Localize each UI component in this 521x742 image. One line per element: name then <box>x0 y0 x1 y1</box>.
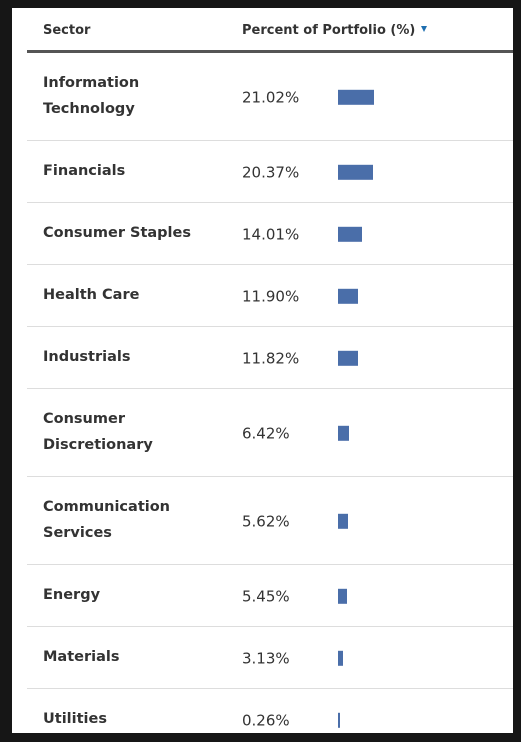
value-label: 6.42% <box>242 423 290 442</box>
sector-header[interactable]: Sector <box>43 23 91 38</box>
bar <box>338 650 344 666</box>
bar <box>338 89 375 105</box>
bar <box>338 712 340 728</box>
bar <box>338 288 359 304</box>
table-row: Financials 20.37% <box>27 141 513 203</box>
value-label: 5.62% <box>242 511 290 530</box>
value-label: 11.82% <box>242 348 300 367</box>
bar <box>338 513 348 529</box>
value-label: 0.26% <box>242 710 290 729</box>
bar <box>338 164 374 180</box>
bar <box>338 350 359 366</box>
rows: Information Technology 21.02% Financials 20… <box>12 53 513 733</box>
table-row: Utilities 0.26% <box>27 689 513 733</box>
sector-name: Utilities <box>43 711 107 727</box>
sector-name: Consumer Discretionary <box>43 411 153 453</box>
value-label: 3.13% <box>242 648 290 667</box>
table-row: Industrials 11.82% <box>27 327 513 389</box>
table-row: Communication Services 5.62% <box>27 477 513 565</box>
sector-name: Health Care <box>43 287 140 303</box>
sector-name: Materials <box>43 649 120 665</box>
table-row: Consumer Discretionary 6.42% <box>27 389 513 477</box>
value-label: 11.90% <box>242 286 300 305</box>
sector-name: Information Technology <box>43 75 140 117</box>
sector-name: Financials <box>43 163 126 179</box>
sort-arrow <box>421 26 427 32</box>
value-label: 20.37% <box>242 162 300 181</box>
sector-name: Industrials <box>43 349 131 365</box>
bar <box>338 588 348 604</box>
sector-name: Consumer Staples <box>43 225 191 241</box>
value-label: 21.02% <box>242 87 300 106</box>
sector-name: Communication Services <box>43 499 171 541</box>
bar <box>338 425 350 441</box>
value-header[interactable]: Percent of Portfolio (%) <box>242 23 416 38</box>
table-row: Materials 3.13% <box>27 627 513 689</box>
table-row: Consumer Staples 14.01% <box>27 203 513 265</box>
value-label: 5.45% <box>242 586 290 605</box>
table-header: Sector Percent of Portfolio (%) <box>27 8 513 53</box>
value-label: 14.01% <box>242 224 300 243</box>
table-row: Information Technology 21.02% <box>27 53 513 141</box>
table-row: Health Care 11.90% <box>27 265 513 327</box>
table-row: Energy 5.45% <box>27 565 513 627</box>
table: Sector Percent of Portfolio (%) Informat… <box>12 8 513 733</box>
sector-name: Energy <box>43 587 101 603</box>
bar <box>338 226 363 242</box>
